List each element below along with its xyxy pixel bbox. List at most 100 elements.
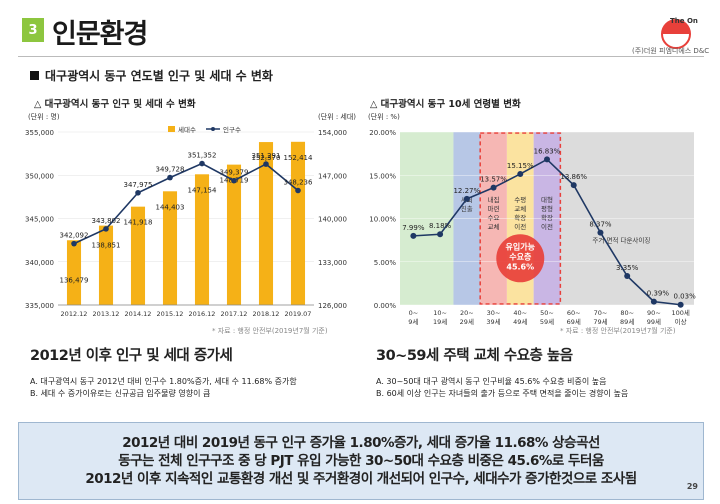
age-point (490, 184, 497, 191)
x-tick: 2019.07 (285, 310, 312, 318)
population-label: 349,728 (156, 166, 185, 174)
bar-label: 136,479 (60, 276, 89, 284)
legend-line-label: 인구수 (223, 125, 241, 134)
bar-label: 138,851 (92, 242, 121, 250)
x-tick: 20~ (460, 309, 474, 317)
summary-box: 2012년 대비 2019년 동구 인구 증가율 1.80%증가, 세대 증가율… (18, 422, 704, 500)
population-point (167, 174, 173, 181)
x-tick: 80~ (620, 309, 634, 317)
x-tick-sub: 19세 (433, 317, 447, 326)
x-tick-sub: 9세 (408, 317, 418, 326)
population-line (73, 162, 299, 245)
population-point (295, 187, 301, 194)
bar (226, 164, 242, 305)
population-label: 343,802 (92, 217, 121, 225)
bar-label: 144,403 (156, 203, 185, 211)
x-tick: 70~ (594, 309, 608, 317)
bar-label: 147,154 (188, 186, 217, 194)
band-label: 이전 (541, 222, 553, 231)
band-label: 수요 (488, 214, 500, 222)
age-label: 8.37% (589, 221, 612, 229)
population-label: 342,092 (60, 232, 89, 240)
bar (290, 141, 306, 305)
section-number-badge: 3 (22, 18, 44, 42)
x-tick: 60~ (567, 309, 581, 317)
population-point (135, 189, 141, 196)
y-right-tick: 140,000 (318, 216, 347, 224)
right-heading: 30~59세 주택 교체 수요층 높음 (376, 348, 573, 364)
age-point (437, 231, 444, 238)
demand-circle (496, 234, 545, 283)
x-tick: 90~ (647, 309, 661, 317)
x-tick-sub: 29세 (460, 317, 474, 326)
age-label: 3.35% (616, 264, 639, 272)
band-label: 내집 (488, 195, 500, 204)
header-rule (18, 56, 704, 57)
y-right-tick: 126,000 (318, 302, 347, 310)
y-left-tick: 350,000 (25, 172, 54, 180)
right-note-b: B. 60세 이상 인구는 자녀들의 출가 등으로 주택 면적을 줄이는 경향이… (376, 389, 629, 398)
legend-line-dot (211, 127, 215, 131)
page-title: 인문환경 (52, 19, 148, 50)
y-right-tick: 147,000 (318, 172, 347, 180)
age-label: 15.15% (507, 162, 534, 170)
y-tick: 20.00% (369, 129, 396, 137)
left-notes: A. 대구광역시 동구 2012년 대비 인구수 1.80%증가, 세대 수 1… (30, 376, 297, 400)
age-label: 16.83% (534, 147, 561, 155)
band-label: 확장 (541, 213, 553, 222)
bar (162, 191, 178, 305)
age-point (597, 229, 604, 236)
band-label: 평형 (541, 204, 553, 213)
population-label: 347,975 (124, 181, 153, 189)
right-unit-label: (단위 : 세대) (318, 113, 357, 121)
band-label: 확장 (514, 213, 526, 222)
band-label: 교체 (514, 205, 526, 213)
band-label: 마련 (488, 204, 500, 213)
band-label: 주거 면적 다운사이징 (592, 236, 650, 245)
right-notes: A. 30~50대 대구 광역시 동구 인구비율 45.6% 수요층 비중이 높… (376, 376, 628, 400)
right-chart-subtitle: △ 대구광역시 동구 10세 연령별 변화 (370, 99, 521, 110)
left-note-a: A. 대구광역시 동구 2012년 대비 인구수 1.80%증가, 세대 수 1… (30, 377, 297, 386)
x-tick: 2017.12 (221, 310, 248, 318)
legend-bar-swatch (168, 126, 175, 132)
age-point (517, 170, 524, 177)
population-household-chart: 335,000 340,000 345,000 350,000 355,000 126,0… (25, 125, 347, 318)
x-tick-sub: 79세 (593, 317, 607, 326)
bar-label: 141,918 (124, 219, 153, 227)
section-heading: 대구광역시 동구 연도별 인구 및 세대 수 변화 (30, 67, 273, 84)
bar (98, 225, 114, 305)
population-point (263, 161, 269, 167)
age-point (410, 232, 417, 239)
age-label: 13.57% (480, 176, 507, 184)
population-point (103, 226, 109, 232)
x-tick: 50~ (540, 309, 554, 317)
population-point (199, 160, 205, 167)
x-tick-sub: 89세 (620, 317, 634, 326)
y-tick: 15.00% (369, 172, 396, 180)
legend-bar-label: 세대수 (178, 125, 196, 134)
bar-label: 152,414 (284, 154, 313, 162)
population-label: 351,352 (188, 152, 217, 160)
population-label: 351,291 (252, 152, 281, 160)
age-label: 0.39% (647, 290, 670, 298)
age-point (463, 195, 470, 202)
right-note-a: A. 30~50대 대구 광역시 동구 인구비율 45.6% 수요층 비중이 높… (376, 377, 607, 386)
y-left-tick: 340,000 (25, 259, 54, 267)
y-tick: 5.00% (374, 259, 397, 267)
band-label: 대형 (541, 196, 553, 204)
band-label: 이전 (514, 222, 526, 231)
demand-label: 45.6% (506, 262, 534, 271)
x-tick: 100세 (671, 308, 689, 317)
right-chart-unit: (단위 : %) (368, 113, 400, 121)
x-tick: 2013.12 (93, 310, 120, 318)
age-point (570, 182, 577, 189)
x-tick-sub: 99세 (647, 317, 661, 326)
y-left-tick: 355,000 (25, 129, 54, 137)
left-note-b: B. 세대 수 증가이유로는 신규공급 입주물량 영향이 큼 (30, 389, 211, 398)
age-label: 7.99% (402, 224, 425, 232)
bar (130, 206, 146, 305)
x-tick-sub: 69세 (567, 317, 581, 326)
population-label: 349,379 (220, 169, 249, 177)
age-label: 8.18% (429, 222, 452, 230)
bar-label: 152,370 (252, 154, 281, 162)
